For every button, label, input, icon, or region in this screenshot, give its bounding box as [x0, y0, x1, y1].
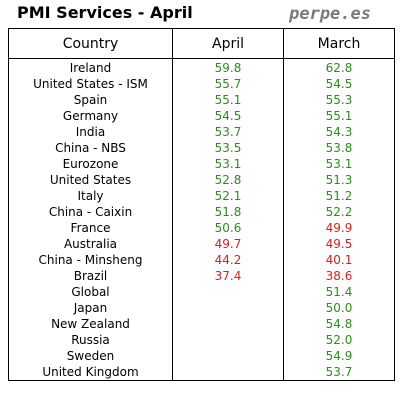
march-value-cell: 53.7: [325, 365, 353, 379]
country-cell: Spain: [8, 92, 173, 108]
april-value-cell: [172, 364, 284, 381]
march-value-cell: 38.6: [325, 269, 353, 283]
table-row: United States 52.8 51.3: [8, 172, 395, 188]
table-row: Australia 49.7 49.5: [8, 236, 395, 252]
april-value-cell: 52.8: [172, 172, 284, 188]
country-cell: India: [8, 124, 173, 140]
april-value-cell: [172, 284, 284, 300]
march-value-cell: 54.9: [325, 349, 353, 363]
april-value-cell: 37.4: [172, 268, 284, 284]
table-row: France 50.6 49.9: [8, 220, 395, 236]
table-header: Country April March: [8, 28, 395, 59]
country-cell: France: [8, 220, 173, 236]
country-cell: Sweden: [8, 348, 173, 364]
march-value-cell: 49.9: [325, 221, 353, 235]
april-value-cell: 53.7: [172, 124, 284, 140]
country-cell: United States - ISM: [8, 76, 173, 92]
country-cell: Russia: [8, 332, 173, 348]
table-body: Ireland 59.8 62.8 United States - ISM 55.7 54…: [8, 58, 395, 381]
country-cell: Global: [8, 284, 173, 300]
table-row: Italy 52.1 51.2: [8, 188, 395, 204]
country-cell: Brazil: [8, 268, 173, 284]
table-row: Brazil 37.4 38.6: [8, 268, 395, 284]
march-value-cell: 53.8: [325, 141, 353, 155]
country-cell: Ireland: [8, 58, 173, 76]
table-row: Eurozone 53.1 53.1: [8, 156, 395, 172]
april-value-cell: 52.1: [172, 188, 284, 204]
column-header-march: March: [283, 28, 395, 59]
april-value-cell: 53.5: [172, 140, 284, 156]
country-cell: China - NBS: [8, 140, 173, 156]
april-value-cell: 50.6: [172, 220, 284, 236]
march-value-cell: 50.0: [325, 301, 353, 315]
march-value-cell: 55.3: [325, 93, 353, 107]
april-value-cell: 53.1: [172, 156, 284, 172]
march-value-cell: 51.4: [325, 285, 353, 299]
april-value-cell: 49.7: [172, 236, 284, 252]
country-cell: Japan: [8, 300, 173, 316]
table-row: Sweden 54.9: [8, 348, 395, 364]
april-value-cell: [172, 316, 284, 332]
march-value-cell: 49.5: [325, 237, 353, 251]
country-cell: China - Caixin: [8, 204, 173, 220]
april-value-cell: 59.8: [172, 58, 284, 76]
header-row: Country April March: [8, 28, 395, 59]
march-value-cell: 52.0: [325, 333, 353, 347]
table-row: United Kingdom 53.7: [8, 364, 395, 381]
country-cell: China - Minsheng: [8, 252, 173, 268]
table-row: Germany 54.5 55.1: [8, 108, 395, 124]
table-row: New Zealand 54.8: [8, 316, 395, 332]
april-value-cell: [172, 332, 284, 348]
table-row: United States - ISM 55.7 54.5: [8, 76, 395, 92]
table-row: Russia 52.0: [8, 332, 395, 348]
country-cell: United Kingdom: [8, 364, 173, 381]
table-row: Japan 50.0: [8, 300, 395, 316]
country-cell: Eurozone: [8, 156, 173, 172]
table-row: China - NBS 53.5 53.8: [8, 140, 395, 156]
march-value-cell: 62.8: [325, 61, 353, 75]
table-row: Spain 55.1 55.3: [8, 92, 395, 108]
table-row: India 53.7 54.3: [8, 124, 395, 140]
march-value-cell: 55.1: [325, 109, 353, 123]
country-cell: United States: [8, 172, 173, 188]
column-header-april: April: [172, 28, 284, 59]
march-value-cell: 54.8: [325, 317, 353, 331]
country-cell: Italy: [8, 188, 173, 204]
april-value-cell: 55.1: [172, 92, 284, 108]
april-value-cell: 54.5: [172, 108, 284, 124]
march-value-cell: 53.1: [325, 157, 353, 171]
march-value-cell: 54.5: [325, 77, 353, 91]
country-cell: New Zealand: [8, 316, 173, 332]
table-row: China - Caixin 51.8 52.2: [8, 204, 395, 220]
page-title: PMI Services - April: [17, 3, 193, 22]
april-value-cell: [172, 300, 284, 316]
april-value-cell: 44.2: [172, 252, 284, 268]
table-row: Global 51.4: [8, 284, 395, 300]
country-cell: Germany: [8, 108, 173, 124]
march-value-cell: 40.1: [325, 253, 353, 267]
march-value-cell: 54.3: [325, 125, 353, 139]
april-value-cell: [172, 348, 284, 364]
table-row: Ireland 59.8 62.8: [8, 58, 395, 76]
march-value-cell: 52.2: [325, 205, 353, 219]
watermark: perpe.es: [289, 4, 371, 24]
pmi-table: Country April March Ireland 59.8 62.8 Unite…: [8, 28, 395, 381]
april-value-cell: 51.8: [172, 204, 284, 220]
country-cell: Australia: [8, 236, 173, 252]
april-value-cell: 55.7: [172, 76, 284, 92]
column-header-country: Country: [8, 28, 173, 59]
table-row: China - Minsheng 44.2 40.1: [8, 252, 395, 268]
march-value-cell: 51.2: [325, 189, 353, 203]
march-value-cell: 51.3: [325, 173, 353, 187]
